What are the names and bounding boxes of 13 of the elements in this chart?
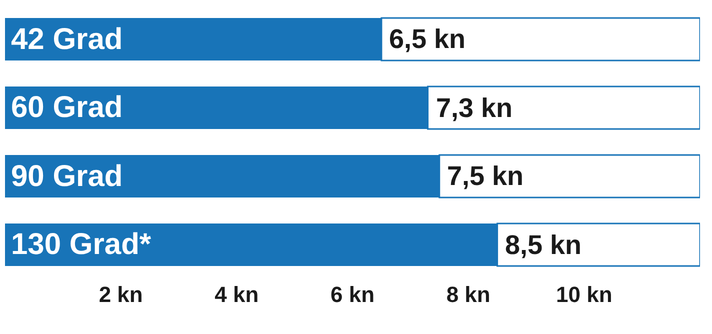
- y-tick-label: 90 Grad: [11, 160, 123, 193]
- data-label: 7,3 kn: [436, 93, 513, 123]
- x-tick-label: 4 kn: [214, 282, 259, 307]
- x-tick-label: 8 kn: [446, 282, 490, 307]
- x-tick-label: 6 kn: [330, 282, 375, 307]
- y-tick-label: 42 Grad: [11, 23, 123, 56]
- x-tick-label: 2 kn: [98, 282, 143, 307]
- data-label: 7,5 kn: [447, 161, 524, 191]
- data-label: 6,5 kn: [389, 24, 466, 54]
- y-tick-label: 60 Grad: [11, 91, 123, 124]
- data-label: 8,5 kn: [505, 230, 582, 260]
- y-tick-label: 130 Grad*: [11, 228, 152, 261]
- x-tick-label: 10 kn: [556, 282, 612, 307]
